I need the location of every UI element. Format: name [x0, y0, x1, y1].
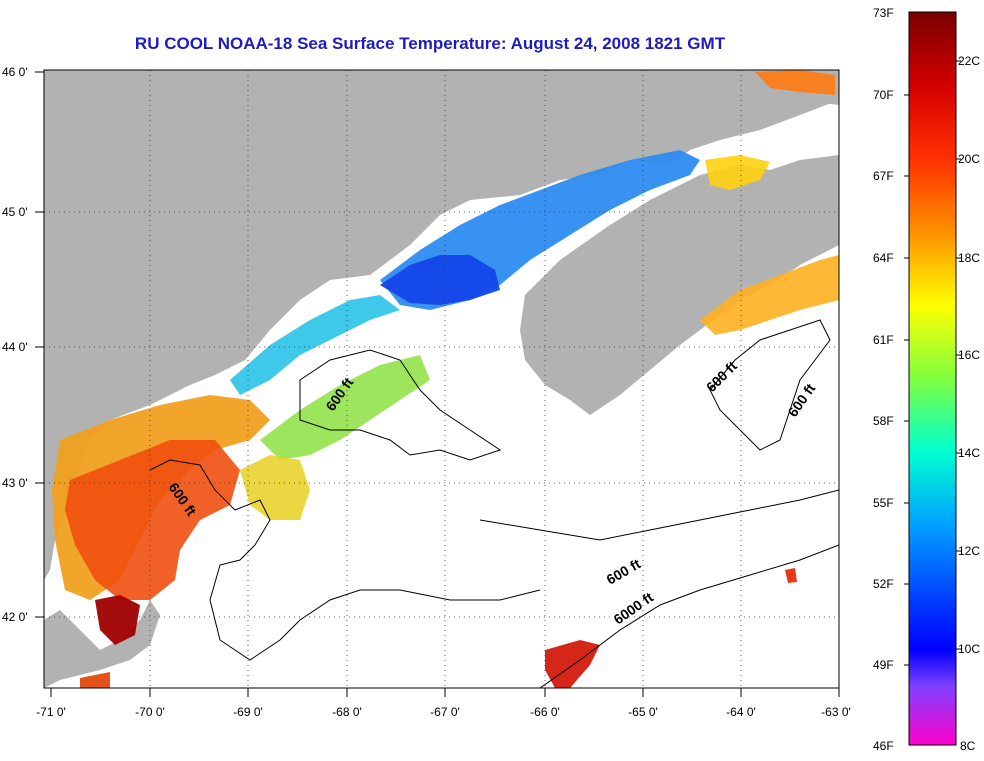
- map-frame: [43, 69, 840, 689]
- colorbar-label-f: 67F: [873, 169, 894, 183]
- tick-marks: [35, 71, 840, 697]
- latitude-label: 42 0': [2, 610, 28, 624]
- colorbar-label-f: 52F: [873, 577, 894, 591]
- contour-6000ft: [539, 544, 839, 688]
- sst-nova-scotia-east: [700, 255, 839, 335]
- longitude-label: -66 0': [530, 705, 560, 719]
- longitude-labels: -71 0' -70 0' -69 0' -68 0' -67 0' -66 0…: [36, 705, 851, 719]
- sst-green-band: [260, 355, 430, 460]
- sst-cape-cod-bay: [95, 595, 140, 645]
- colorbar-label-c: 20C: [958, 152, 981, 166]
- longitude-label: -71 0': [36, 705, 66, 719]
- sst-georges-bank-hot: [545, 640, 600, 688]
- land-cape-cod: [44, 600, 160, 688]
- sst-se-patch: [785, 568, 797, 583]
- graticule: [44, 70, 839, 688]
- colorbar-label-f: 64F: [873, 251, 894, 265]
- colorbar-label-c: 16C: [958, 348, 981, 362]
- latitude-labels: 46 0' 45 0' 44 0' 43 0' 42 0': [2, 65, 28, 624]
- sst-sw-patch: [80, 672, 110, 688]
- colorbar-label-c: 22C: [958, 54, 981, 68]
- contour-600ft-gulf-west: [149, 459, 541, 661]
- sst-top-right: [755, 70, 835, 95]
- sst-cold-core: [380, 255, 500, 305]
- sst-scotia-shelf-patch: [705, 155, 770, 190]
- longitude-label: -65 0': [628, 705, 658, 719]
- longitude-label: -70 0': [135, 705, 165, 719]
- colorbar-label-f: 70F: [873, 88, 894, 102]
- contour-600ft-nova-scotia: [709, 319, 831, 451]
- colorbar-label-f: 55F: [873, 496, 894, 510]
- latitude-label: 43 0': [2, 476, 28, 490]
- sst-maine-coast: [230, 295, 400, 395]
- sst-gulf-west-hot: [65, 440, 240, 600]
- longitude-label: -63 0': [821, 705, 851, 719]
- colorbar-label-c: 12C: [958, 544, 981, 558]
- land-mainland: [44, 70, 839, 580]
- longitude-label: -64 0': [726, 705, 756, 719]
- colorbar-label-c: 10C: [958, 642, 981, 656]
- land-nova-scotia: [520, 155, 839, 415]
- sst-yellow-band: [240, 455, 310, 520]
- colorbar: [908, 11, 957, 746]
- contour-600ft-shelf: [479, 489, 839, 541]
- colorbar-label-f: 61F: [873, 333, 894, 347]
- colorbar-label-f: 49F: [873, 658, 894, 672]
- contour-600ft-central: [299, 349, 502, 461]
- map-title: RU COOL NOAA-18 Sea Surface Temperature:…: [134, 34, 726, 53]
- latitude-label: 44 0': [2, 340, 28, 354]
- latitude-label: 46 0': [2, 65, 28, 79]
- longitude-label: -68 0': [332, 705, 362, 719]
- colorbar-label-f: 73F: [873, 6, 894, 20]
- longitude-label: -69 0': [233, 705, 263, 719]
- colorbar-label-c: 8C: [960, 739, 976, 753]
- map-plot-area: 600 ft 600 ft 600 ft 600 ft 600 ft 6000 …: [44, 70, 839, 688]
- colorbar-label-f: 58F: [873, 414, 894, 428]
- longitude-label: -67 0': [430, 705, 460, 719]
- colorbar-label-c: 18C: [958, 251, 981, 265]
- colorbar-label-c: 14C: [958, 446, 981, 460]
- colorbar-label-f: 46F: [873, 739, 894, 753]
- colorbar-ticks: [904, 60, 961, 666]
- latitude-label: 45 0': [2, 205, 28, 219]
